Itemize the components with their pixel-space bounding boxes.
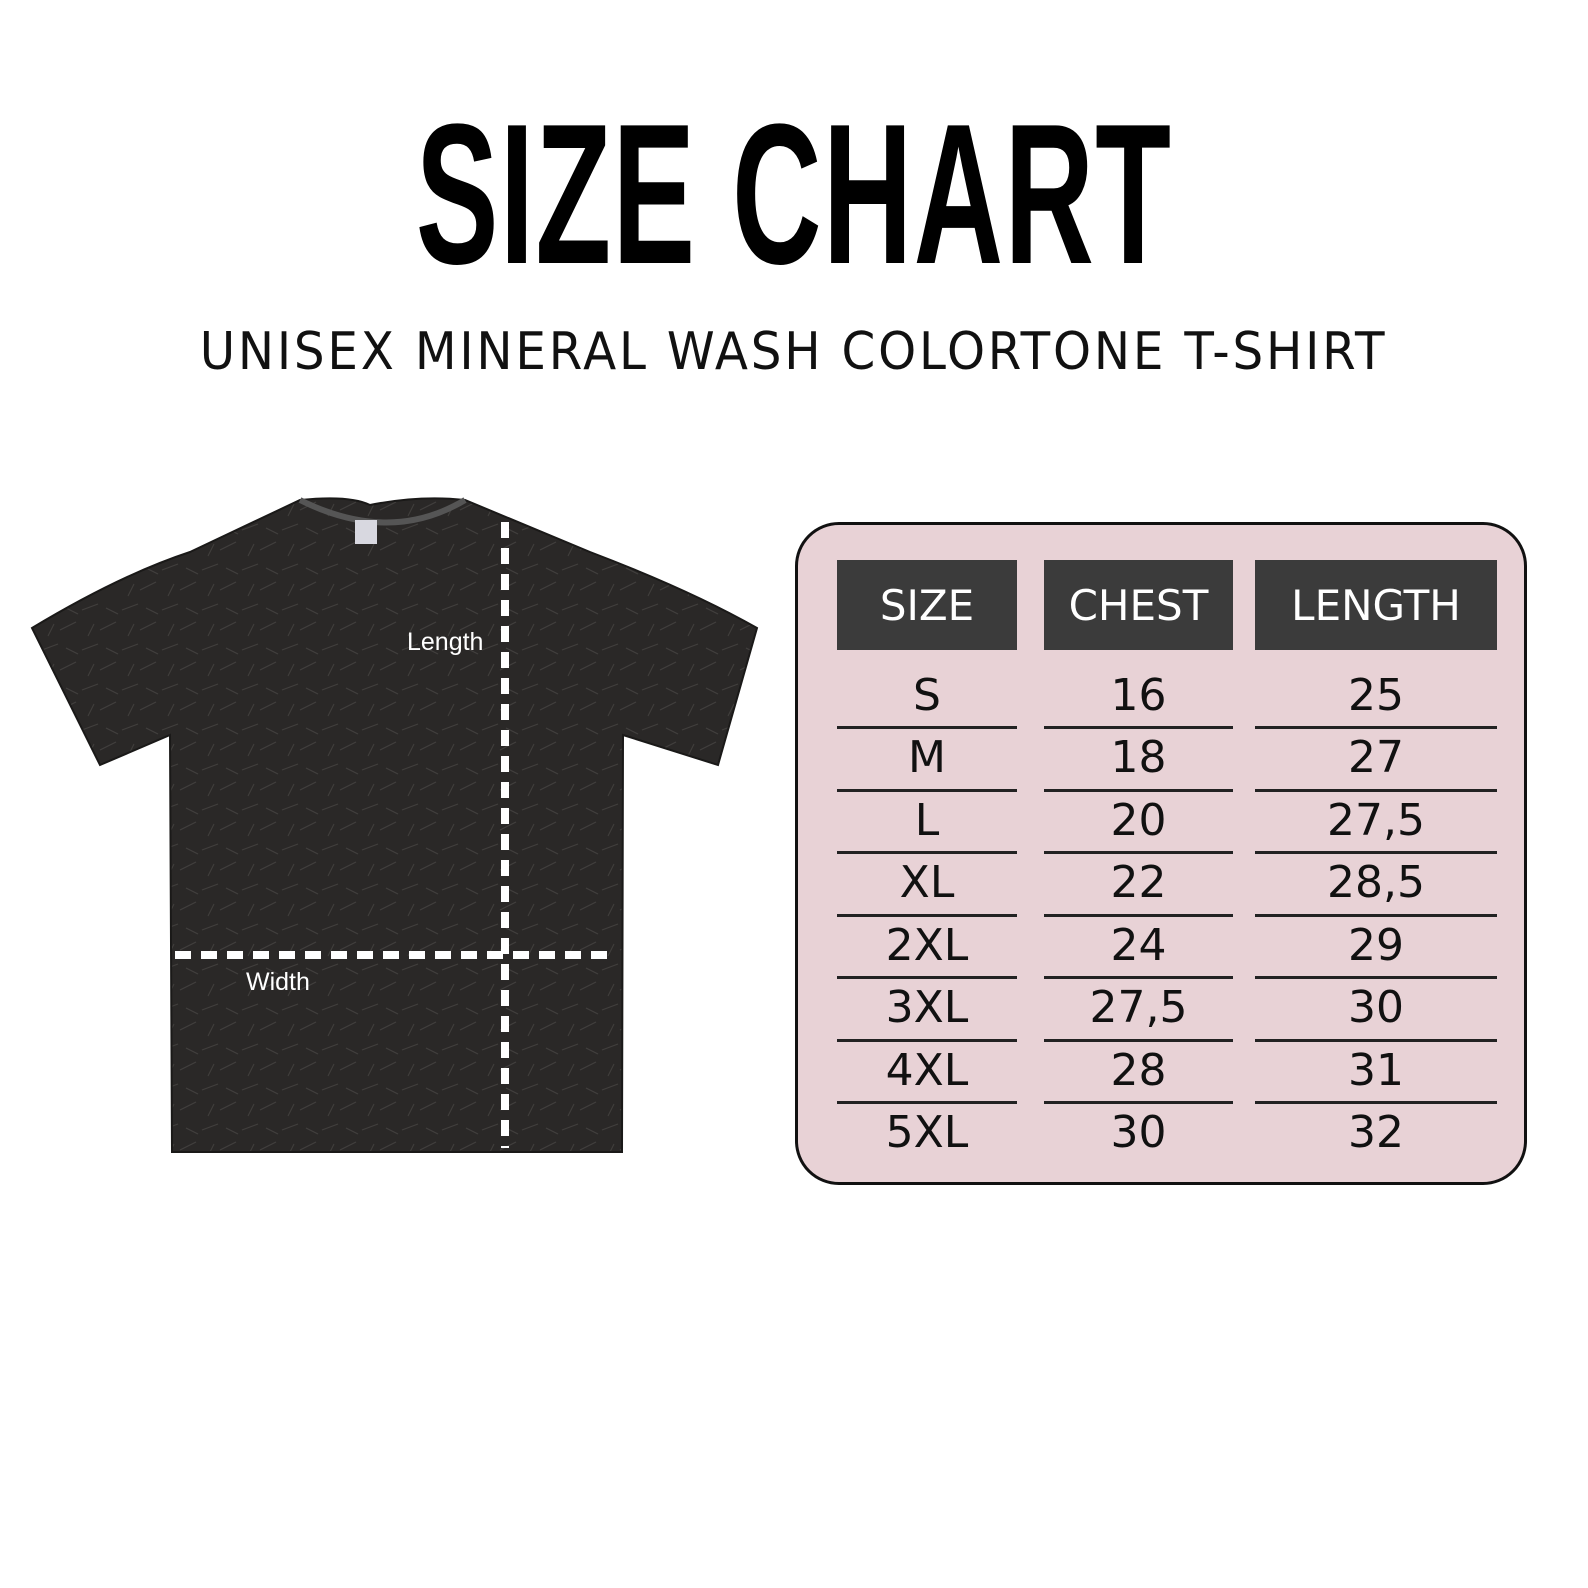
cell-length: 25	[1348, 669, 1404, 721]
cell-length: 31	[1348, 1044, 1404, 1096]
shirt-tag	[355, 520, 377, 544]
page-title: SIZE CHART	[0, 95, 1588, 295]
row-divider	[1255, 913, 1497, 917]
cell-chest: 20	[1110, 794, 1167, 846]
cell-size: L	[914, 794, 940, 846]
row-divider	[1044, 851, 1233, 854]
row-divider	[1044, 1038, 1233, 1042]
header-size: SIZE	[837, 560, 1017, 650]
cell-chest: 28	[1110, 1044, 1167, 1096]
cell-chest: 18	[1110, 732, 1167, 783]
row-divider	[1255, 1101, 1497, 1104]
cell-length: 27	[1348, 732, 1404, 783]
cell-size: XL	[899, 857, 955, 908]
width-label: Width	[246, 968, 310, 996]
row-divider	[837, 913, 1017, 917]
cell-size: S	[913, 669, 941, 721]
row-divider	[837, 726, 1017, 729]
cell-size: M	[908, 732, 946, 783]
row-divider	[1255, 1038, 1497, 1042]
cell-chest: 30	[1110, 1107, 1167, 1158]
row-divider	[1044, 726, 1233, 729]
size-table: SIZE CHEST LENGTH S 16 25 M 18 27 L 20 27,5 XL 22 2…	[795, 522, 1527, 1185]
cell-chest: 22	[1110, 857, 1167, 908]
row-divider	[837, 788, 1017, 792]
cell-size: 4XL	[885, 1044, 969, 1096]
tshirt-image	[30, 497, 759, 1153]
row-divider	[837, 1101, 1017, 1104]
row-divider	[1255, 976, 1497, 979]
cell-length: 32	[1348, 1107, 1404, 1158]
row-divider	[837, 1038, 1017, 1042]
row-divider	[1255, 726, 1497, 729]
length-label: Length	[407, 628, 484, 656]
header-length: LENGTH	[1255, 560, 1497, 650]
header-chest: CHEST	[1044, 560, 1233, 650]
cell-size: 3XL	[885, 982, 969, 1033]
cell-chest: 16	[1110, 669, 1167, 721]
cell-size: 2XL	[885, 919, 969, 971]
shirt-body	[30, 497, 759, 1153]
subtitle: UNISEX MINERAL WASH COLORTONE T-SHIRT	[0, 322, 1588, 382]
row-divider	[1255, 851, 1497, 854]
cell-chest: 24	[1110, 919, 1167, 971]
row-divider	[1255, 788, 1497, 792]
cell-length: 30	[1348, 982, 1404, 1033]
cell-length: 27,5	[1327, 794, 1425, 846]
row-divider	[1044, 788, 1233, 792]
row-divider	[1044, 913, 1233, 917]
row-divider	[1044, 1101, 1233, 1104]
row-divider	[1044, 976, 1233, 979]
cell-chest: 27,5	[1089, 982, 1188, 1033]
row-divider	[837, 851, 1017, 854]
cell-length: 28,5	[1327, 857, 1425, 908]
cell-length: 29	[1348, 919, 1404, 971]
shirt-collar	[298, 497, 467, 526]
title-text: SIZE CHART	[415, 83, 1173, 306]
row-divider	[837, 976, 1017, 979]
subtitle-text: UNISEX MINERAL WASH COLORTONE T-SHIRT	[200, 322, 1388, 382]
cell-size: 5XL	[885, 1107, 969, 1158]
